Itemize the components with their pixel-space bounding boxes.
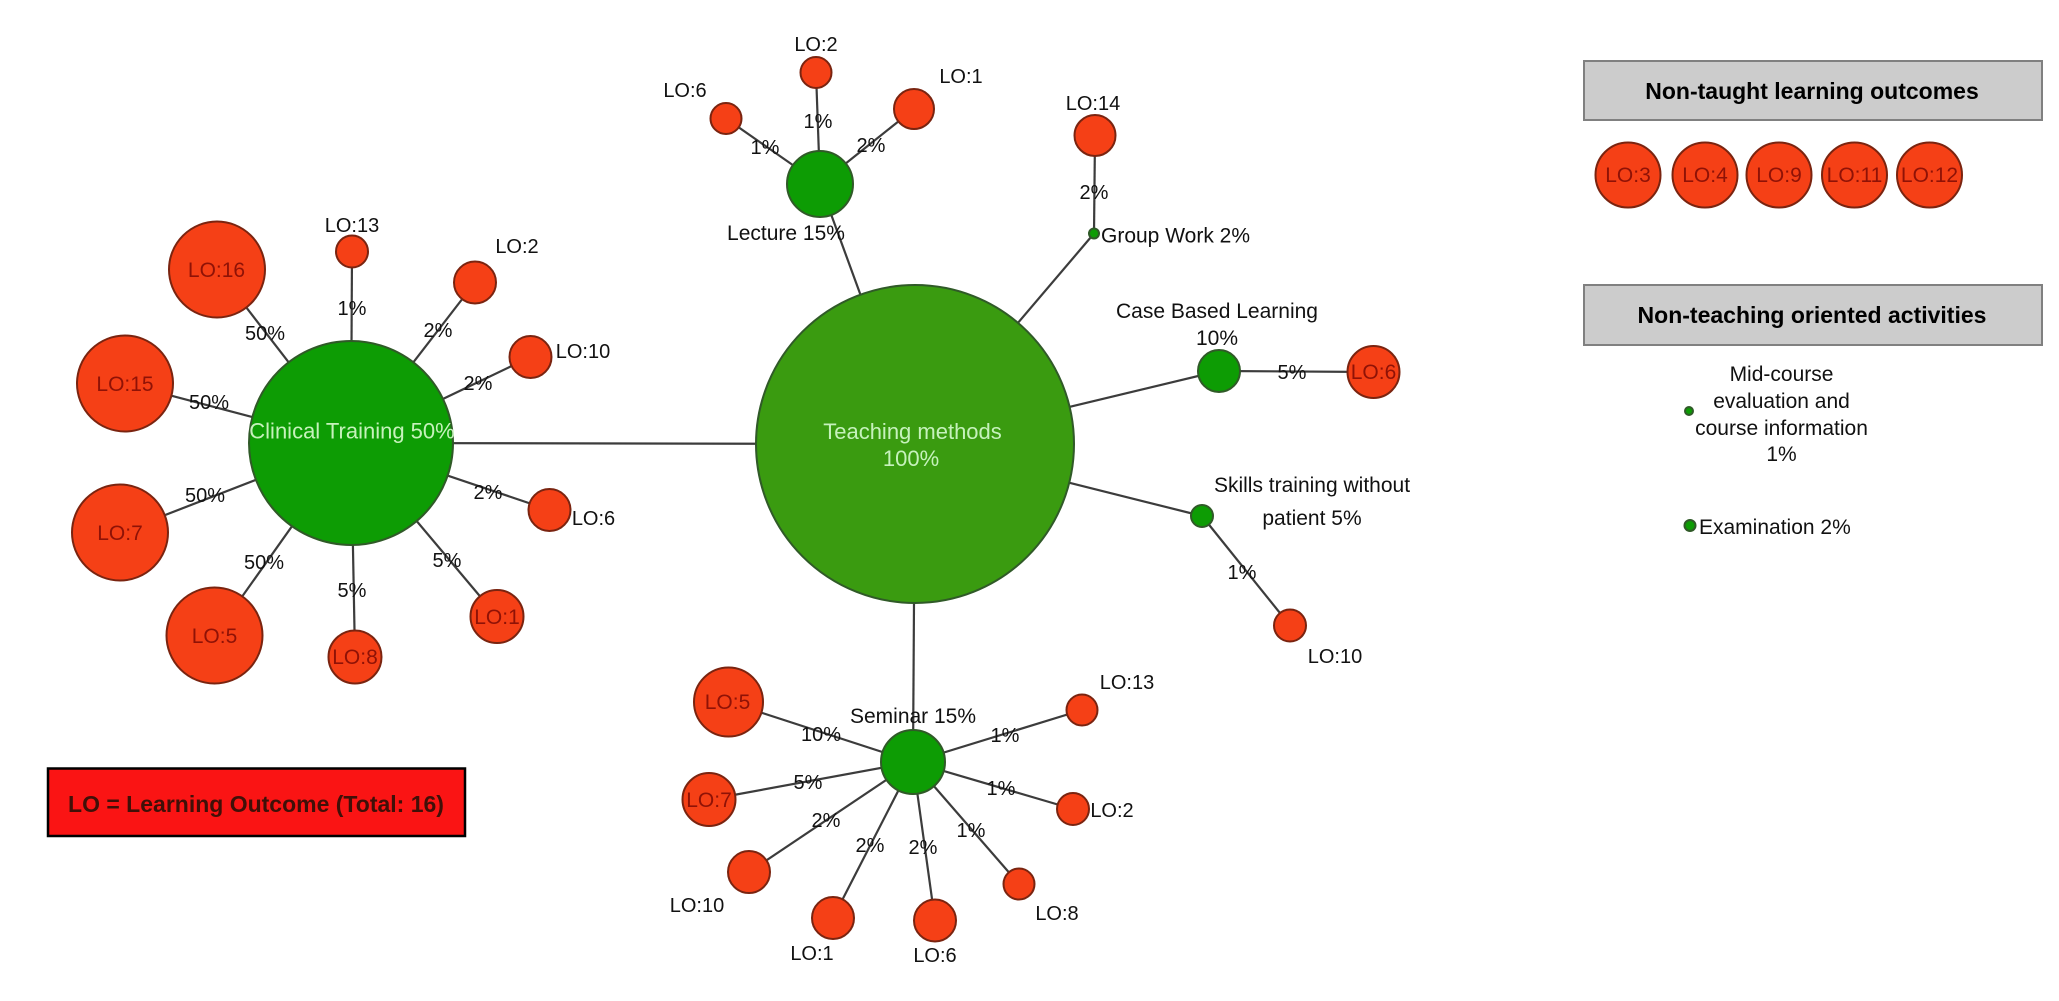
svg-text:LO:8: LO:8: [1035, 903, 1078, 925]
svg-text:LO:15: LO:15: [96, 373, 153, 396]
svg-text:LO:13: LO:13: [1100, 672, 1154, 694]
svg-text:2%: 2%: [812, 810, 841, 832]
svg-text:2%: 2%: [424, 320, 453, 342]
svg-text:5%: 5%: [433, 550, 462, 572]
svg-text:1%: 1%: [1766, 443, 1796, 466]
svg-text:5%: 5%: [338, 580, 367, 602]
svg-text:patient 5%: patient 5%: [1262, 507, 1361, 530]
svg-text:Mid-course: Mid-course: [1730, 363, 1834, 386]
svg-text:LO:5: LO:5: [705, 691, 751, 714]
svg-text:Clinical Training 50%: Clinical Training 50%: [249, 419, 454, 444]
svg-text:1%: 1%: [991, 725, 1020, 747]
svg-text:LO:16: LO:16: [188, 259, 245, 282]
svg-text:LO:3: LO:3: [1605, 164, 1651, 187]
svg-text:2%: 2%: [1080, 182, 1109, 204]
svg-text:1%: 1%: [1228, 562, 1257, 584]
svg-text:1%: 1%: [957, 820, 986, 842]
svg-text:LO:10: LO:10: [556, 341, 610, 363]
svg-text:5%: 5%: [794, 772, 823, 794]
svg-text:1%: 1%: [338, 298, 367, 320]
svg-text:LO:11: LO:11: [1827, 164, 1883, 187]
svg-text:Non-teaching oriented activiti: Non-teaching oriented activities: [1638, 302, 1987, 328]
svg-text:LO:6: LO:6: [913, 945, 956, 967]
svg-text:LO:9: LO:9: [1756, 164, 1802, 187]
svg-text:LO:5: LO:5: [192, 625, 238, 648]
svg-text:50%: 50%: [185, 485, 225, 507]
svg-text:LO:1: LO:1: [939, 66, 982, 88]
svg-text:2%: 2%: [909, 837, 938, 859]
svg-text:LO:4: LO:4: [1682, 164, 1728, 187]
svg-text:100%: 100%: [883, 446, 939, 471]
svg-text:Non-taught learning outcomes: Non-taught learning outcomes: [1645, 78, 1979, 104]
svg-text:Case Based Learning: Case Based Learning: [1116, 300, 1318, 323]
svg-text:5%: 5%: [1278, 362, 1307, 384]
svg-text:Examination 2%: Examination 2%: [1699, 516, 1851, 539]
svg-text:LO:12: LO:12: [1901, 164, 1958, 187]
svg-text:1%: 1%: [804, 111, 833, 133]
svg-text:Lecture 15%: Lecture 15%: [727, 222, 845, 245]
svg-text:LO:6: LO:6: [572, 508, 615, 530]
svg-text:Skills training without: Skills training without: [1214, 474, 1410, 497]
svg-text:1%: 1%: [751, 137, 780, 159]
svg-text:LO:1: LO:1: [474, 606, 520, 629]
svg-text:LO:2: LO:2: [794, 34, 837, 56]
svg-text:course information: course information: [1695, 417, 1868, 440]
svg-text:LO:10: LO:10: [1308, 646, 1362, 668]
svg-text:Seminar 15%: Seminar 15%: [850, 705, 976, 728]
svg-text:Teaching methods: Teaching methods: [823, 419, 1002, 444]
svg-text:LO:6: LO:6: [1351, 361, 1397, 384]
svg-text:10%: 10%: [801, 724, 841, 746]
svg-text:LO:13: LO:13: [325, 215, 379, 237]
svg-text:LO:7: LO:7: [686, 789, 732, 812]
svg-text:2%: 2%: [857, 135, 886, 157]
svg-text:LO:1: LO:1: [790, 943, 833, 965]
svg-text:LO:6: LO:6: [663, 80, 706, 102]
svg-text:2%: 2%: [474, 482, 503, 504]
svg-text:50%: 50%: [244, 552, 284, 574]
svg-text:evaluation and: evaluation and: [1713, 390, 1850, 413]
svg-text:2%: 2%: [856, 835, 885, 857]
svg-text:LO:2: LO:2: [495, 236, 538, 258]
svg-text:1%: 1%: [987, 778, 1016, 800]
svg-text:Group Work 2%: Group Work 2%: [1101, 225, 1250, 248]
svg-text:LO:14: LO:14: [1066, 93, 1120, 115]
svg-text:50%: 50%: [189, 392, 229, 414]
svg-text:LO:7: LO:7: [97, 522, 143, 545]
svg-text:10%: 10%: [1196, 327, 1238, 350]
svg-text:LO:2: LO:2: [1090, 800, 1133, 822]
svg-text:LO = Learning Outcome (Total:: LO = Learning Outcome (Total: 16): [68, 791, 444, 817]
svg-text:LO:10: LO:10: [670, 895, 724, 917]
svg-text:2%: 2%: [464, 373, 493, 395]
svg-text:50%: 50%: [245, 323, 285, 345]
svg-text:LO:8: LO:8: [332, 646, 378, 669]
